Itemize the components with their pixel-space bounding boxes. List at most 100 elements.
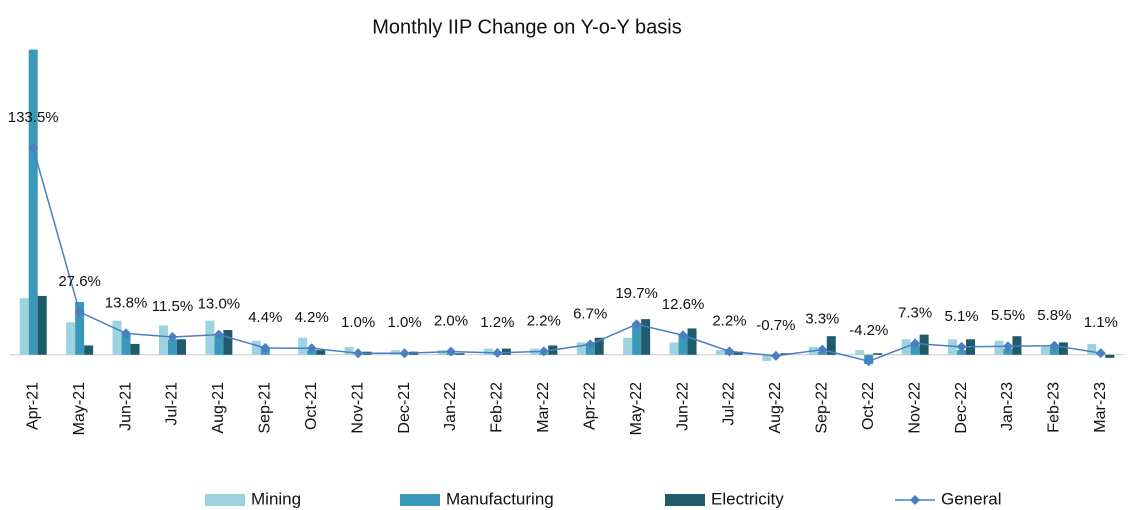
bar: [251, 340, 261, 355]
bar: [455, 353, 465, 355]
x-tick-label: Dec-21: [396, 382, 413, 434]
bar: [298, 337, 308, 355]
line-marker: [74, 307, 85, 318]
bar: [75, 302, 85, 355]
x-tick-label: May-21: [71, 382, 88, 435]
data-label: 6.7%: [573, 305, 607, 322]
data-label: 5.8%: [1037, 307, 1071, 324]
data-label: 11.5%: [152, 298, 193, 315]
bar: [37, 295, 47, 355]
data-label: -4.2%: [849, 322, 888, 339]
bar: [678, 334, 688, 355]
x-tick-label: Sep-22: [814, 382, 831, 434]
chart-title: Monthly IIP Change on Y-o-Y basis: [372, 16, 681, 38]
bar: [715, 350, 725, 355]
bar: [344, 347, 354, 355]
bar: [1040, 347, 1050, 355]
data-label: 19.7%: [615, 285, 658, 302]
line-marker: [910, 338, 921, 349]
bar: [641, 319, 651, 355]
data-label: 1.0%: [341, 314, 375, 331]
data-label: 2.2%: [527, 312, 561, 329]
bar: [121, 334, 131, 355]
x-tick-label: Apr-22: [581, 382, 598, 430]
x-tick-label: Nov-21: [349, 382, 366, 434]
x-tick-label: May-22: [628, 382, 645, 435]
x-tick-label: Jun-21: [117, 382, 134, 431]
legend-label: Electricity: [711, 489, 784, 508]
legend-swatch: [665, 494, 705, 506]
bar: [66, 322, 76, 355]
x-tick-label: Mar-22: [535, 382, 552, 433]
data-label: 12.6%: [662, 296, 705, 313]
bar: [28, 49, 38, 355]
x-tick-label: Oct-22: [860, 382, 877, 430]
bar: [158, 325, 168, 355]
line-marker: [678, 330, 689, 341]
x-tick-label: Apr-21: [24, 382, 41, 430]
data-label: 4.2%: [295, 309, 329, 326]
x-tick-label: Aug-22: [767, 382, 784, 434]
bar: [19, 298, 29, 355]
bar: [910, 345, 920, 355]
line-marker: [631, 319, 642, 330]
line-marker: [585, 339, 596, 350]
bar: [826, 336, 836, 355]
legend-swatch: [910, 495, 920, 505]
x-tick-label: Jun-22: [674, 382, 691, 431]
x-tick-label: Oct-21: [303, 382, 320, 430]
x-tick-label: Nov-22: [906, 382, 923, 434]
line-marker: [724, 346, 735, 357]
line-marker: [770, 350, 781, 361]
legend-swatch: [400, 494, 440, 506]
bar: [205, 320, 215, 355]
bar: [316, 350, 326, 355]
data-label: 27.6%: [58, 273, 101, 290]
bar: [112, 320, 122, 355]
bar: [669, 342, 679, 355]
legend-label: Mining: [251, 489, 301, 508]
line-marker: [1095, 348, 1106, 359]
x-tick-label: Jan-22: [442, 382, 459, 431]
bar: [130, 343, 140, 355]
legend-swatch: [205, 494, 245, 506]
line-marker: [167, 331, 178, 342]
bar: [84, 345, 94, 355]
bar: [501, 348, 511, 355]
data-label: 5.5%: [991, 307, 1025, 324]
line-marker: [863, 356, 874, 367]
line-marker: [1049, 340, 1060, 351]
bar: [957, 350, 967, 355]
bar: [873, 353, 883, 355]
bar: [576, 342, 586, 355]
line-marker: [306, 343, 317, 354]
line-marker: [492, 347, 503, 358]
line-marker: [956, 341, 967, 352]
bar: [1003, 348, 1013, 355]
bar: [1105, 354, 1115, 358]
bar: [1087, 343, 1097, 355]
data-label: 2.2%: [712, 312, 746, 329]
bar: [167, 339, 177, 355]
legend-label: General: [941, 489, 1001, 508]
x-tick-label: Feb-23: [1046, 382, 1063, 433]
data-label: 1.1%: [1084, 314, 1118, 331]
x-tick-label: Jan-23: [999, 382, 1016, 431]
data-label: 13.8%: [105, 294, 148, 311]
bar: [176, 339, 186, 355]
line-marker: [28, 142, 39, 153]
data-label: 133.5%: [8, 109, 59, 126]
line-marker: [121, 328, 132, 339]
bar: [1049, 347, 1059, 355]
line-marker: [538, 346, 549, 357]
x-tick-label: Mar-23: [1092, 382, 1109, 433]
bar: [632, 323, 642, 355]
x-tick-label: Jul-22: [721, 382, 738, 426]
line-marker: [260, 342, 271, 353]
line-marker: [445, 346, 456, 357]
bar: [733, 351, 743, 355]
bar: [483, 348, 493, 355]
bar: [214, 336, 224, 355]
data-label: -0.7%: [756, 317, 795, 334]
bar: [948, 339, 958, 355]
